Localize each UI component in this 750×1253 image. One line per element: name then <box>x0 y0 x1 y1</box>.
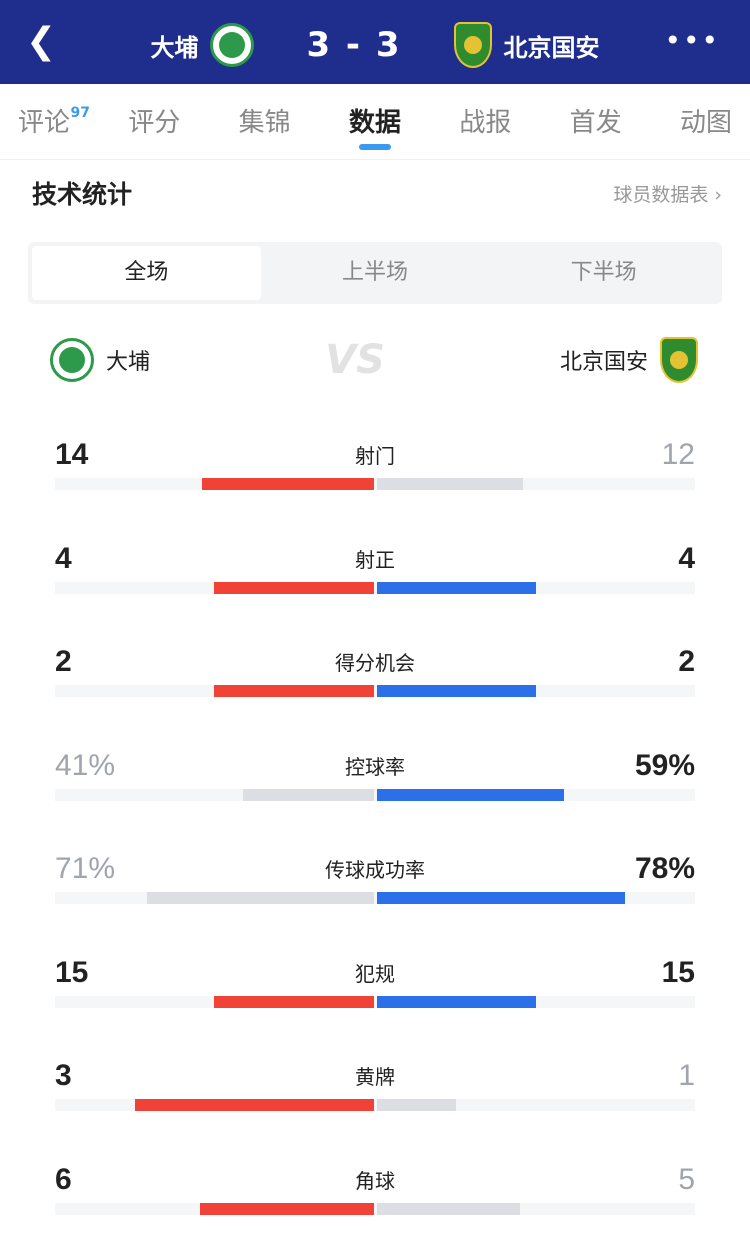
back-button[interactable]: ❮ <box>26 21 57 62</box>
stat-bar-track <box>55 892 695 904</box>
home-value: 6 <box>55 1162 72 1196</box>
period-switch: 全场 上半场 下半场 <box>28 242 722 304</box>
period-0[interactable]: 全场 <box>32 246 261 300</box>
stat-row: 2 得分机会 2 <box>55 631 695 735</box>
home-bar <box>214 581 374 594</box>
stat-bar-track <box>55 1202 695 1215</box>
away-team-name: 北京国安 <box>503 33 600 62</box>
section-title: 技术统计 <box>32 180 133 209</box>
stat-row: 6 角球 5 <box>55 1149 695 1253</box>
stat-row: 4 射正 4 <box>55 528 695 632</box>
home-value: 14 <box>55 438 89 471</box>
stat-label: 黄牌 <box>355 1065 395 1089</box>
away-bar <box>376 581 536 594</box>
away-value: 5 <box>678 1162 695 1196</box>
stat-label: 射正 <box>355 547 395 572</box>
away-value: 4 <box>678 541 695 575</box>
away-bar <box>376 995 536 1008</box>
home-bar <box>214 685 374 697</box>
stat-row: 41% 控球率 59% <box>55 735 695 839</box>
tab-label: 集锦 <box>238 107 291 138</box>
away-value: 15 <box>661 955 695 989</box>
away-bar <box>376 478 523 490</box>
tab-label: 数据 <box>348 107 401 138</box>
stat-label: 角球 <box>355 1168 395 1193</box>
tab-5[interactable]: 首发 <box>570 84 622 160</box>
period-1[interactable]: 上半场 <box>342 260 409 285</box>
stat-row: 15 犯规 15 <box>55 942 695 1046</box>
tab-label: 战报 <box>459 107 512 138</box>
tab-3[interactable]: 数据 <box>349 84 401 160</box>
stat-row: 14 射门 12 <box>55 424 695 528</box>
home-value: 3 <box>55 1059 72 1092</box>
stat-bar-track <box>55 1099 695 1111</box>
home-bar <box>147 892 374 904</box>
player-stats-link[interactable]: 球员数据表 › <box>613 183 722 206</box>
tab-label: 评分 <box>128 107 181 138</box>
home-value: 15 <box>55 955 89 989</box>
stat-label: 控球率 <box>345 754 405 779</box>
away-bar <box>376 685 536 697</box>
tab-label: 首发 <box>569 107 622 138</box>
away-bar <box>376 788 565 801</box>
tab-4[interactable]: 战报 <box>459 84 511 160</box>
home-value: 2 <box>55 645 72 678</box>
more-dots-icon[interactable]: ••• <box>664 24 720 57</box>
match-header: ❮ 大埔 3 - 3 北京国安 ••• <box>0 0 750 84</box>
home-value: 41% <box>55 748 116 782</box>
tab-1[interactable]: 评分 <box>128 84 180 160</box>
stat-row: 71% 传球成功率 78% <box>55 838 695 942</box>
home-value: 4 <box>55 541 72 575</box>
away-value: 78% <box>634 852 695 885</box>
away-team-label: 北京国安 <box>559 350 648 375</box>
tab-bar: 评论 97 评分 集锦 数据 战报 首发 动图 <box>0 84 750 160</box>
away-value: 12 <box>661 438 695 471</box>
tab-0[interactable]: 评论 97 <box>18 84 90 160</box>
tab-label: 评论 <box>18 107 71 138</box>
away-value: 2 <box>678 645 695 678</box>
home-bar <box>214 995 374 1008</box>
tab-2[interactable]: 集锦 <box>239 84 291 160</box>
stats-list: 14 射门 12 4 射正 4 2 得分机会 2 41% 控球率 59% 71%… <box>0 424 750 1252</box>
away-value: 59% <box>634 748 695 782</box>
vs-icon: VS <box>325 337 385 383</box>
home-team-logo <box>210 23 255 67</box>
comment-count-badge: 97 <box>70 104 91 121</box>
period-2[interactable]: 下半场 <box>570 260 637 285</box>
stat-row: 3 黄牌 1 <box>55 1045 695 1149</box>
away-team-logo <box>453 22 492 68</box>
stat-bar-track <box>55 478 695 490</box>
stat-bar-track <box>55 685 695 697</box>
away-bar <box>376 892 625 904</box>
score: 3 - 3 <box>306 25 402 65</box>
home-bar <box>134 1099 374 1111</box>
stat-bar-track <box>55 788 695 801</box>
home-bar <box>201 478 374 490</box>
stat-bar-track <box>55 581 695 594</box>
away-team-logo <box>659 337 698 383</box>
tab-label: 动图 <box>679 107 732 138</box>
stat-label: 射门 <box>355 444 395 468</box>
stat-bar-track <box>55 995 695 1008</box>
stat-label: 得分机会 <box>335 651 415 675</box>
home-bar <box>242 788 374 801</box>
home-team-logo <box>50 338 94 382</box>
tab-6[interactable]: 动图 <box>680 84 732 160</box>
away-bar <box>376 1099 457 1111</box>
home-team-name: 大埔 <box>150 33 199 62</box>
away-bar <box>376 1202 520 1215</box>
home-bar <box>199 1202 374 1215</box>
away-value: 1 <box>678 1059 695 1092</box>
stat-label: 传球成功率 <box>325 858 425 882</box>
home-team-label: 大埔 <box>106 350 151 375</box>
home-value: 71% <box>55 852 116 885</box>
stat-label: 犯规 <box>355 961 395 986</box>
